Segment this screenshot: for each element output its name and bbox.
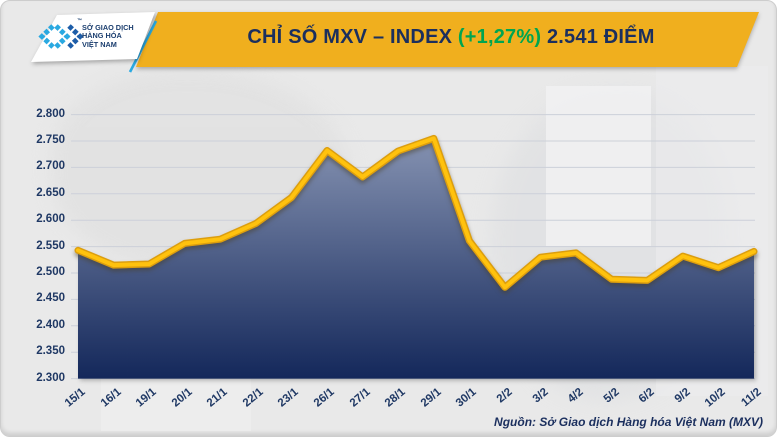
source-credit: Nguồn: Sở Giao dịch Hàng hóa Việt Nam (M… (494, 415, 763, 429)
logo-text-line2: HÀNG HÓA (82, 31, 122, 41)
page-title: CHỈ SỐ MXV – INDEX (+1,27%) 2.541 ĐIỂM (161, 26, 741, 49)
y-axis-tick-label: 2.400 (36, 318, 65, 331)
title-index-name: CHỈ SỐ MXV – INDEX (247, 26, 458, 48)
y-axis-tick-label: 2.600 (36, 213, 65, 226)
y-axis-tick-label: 2.550 (36, 239, 65, 252)
index-line (76, 136, 756, 290)
mxv-logo-icon (38, 24, 84, 49)
gridlines (71, 114, 755, 380)
logo-plate (31, 12, 155, 62)
world-map-watermark-asia (491, 91, 731, 401)
title-change-percent: (+1,27%) (457, 26, 542, 48)
y-axis-tick-label: 2.500 (36, 266, 65, 278)
trademark-symbol: ™ (77, 18, 82, 24)
area-fill (78, 138, 754, 379)
logo-text-line1: SỞ GIAO DỊCH (82, 23, 134, 32)
index-line (74, 134, 758, 291)
logo-accent-stripe (128, 20, 158, 73)
background-panel-watermark (546, 86, 651, 246)
world-map-watermark-americas (51, 71, 351, 271)
header-banner (31, 12, 759, 73)
y-axis-tick-label: 2.450 (36, 292, 65, 305)
background-panel-watermark (656, 66, 768, 396)
y-axis-tick-label: 2.650 (36, 186, 65, 199)
logo-text-line3: VIỆT NAM (82, 39, 117, 49)
title-banner-shape (136, 12, 759, 67)
y-axis-tick-label: 2.800 (36, 107, 65, 120)
logo-text: SỞ GIAO DỊCH HÀNG HÓA VIỆT NAM (82, 23, 134, 49)
y-axis-tick-label: 2.700 (36, 160, 65, 173)
y-axis-tick-label: 2.750 (36, 134, 65, 146)
title-index-value: 2.541 ĐIỂM (541, 26, 655, 48)
y-axis-tick-label: 2.300 (36, 371, 65, 384)
y-axis-tick-label: 2.350 (36, 345, 65, 358)
